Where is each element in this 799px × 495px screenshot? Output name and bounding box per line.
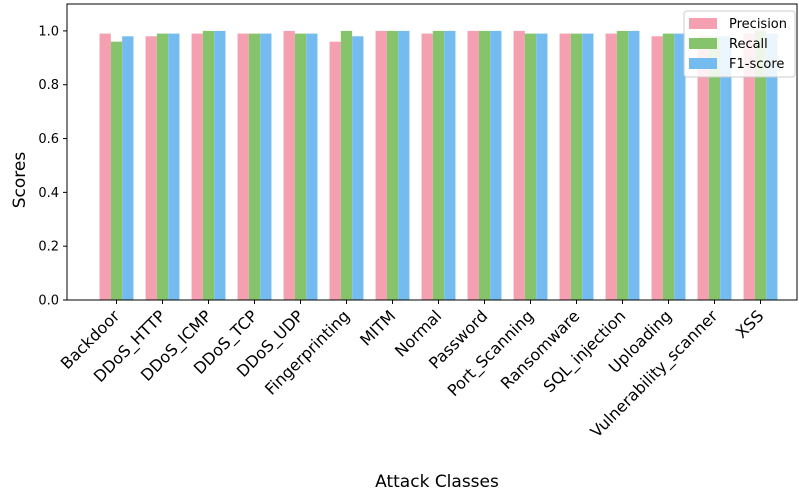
legend: Precision Recall F1-score	[684, 11, 795, 77]
bar-recall-ddos-udp	[295, 34, 306, 300]
bar-f1-score-port-scanning	[536, 34, 547, 300]
legend-label-precision: Precision	[729, 17, 787, 32]
y-tick-label: 0.4	[38, 186, 59, 201]
y-tick-labels: 0.0 0.2 0.4 0.6 0.8 1.0	[38, 24, 59, 308]
bar-precision-backdoor	[100, 34, 111, 300]
bar-f1-score-sql-injection	[628, 31, 639, 300]
bar-precision-ddos-udp	[284, 31, 295, 300]
bar-f1-score-normal	[444, 31, 455, 300]
bar-precision-ddos-icmp	[192, 34, 203, 300]
bars-layer	[100, 31, 778, 300]
legend-swatch-precision	[689, 18, 717, 29]
bar-precision-ddos-http	[146, 36, 157, 300]
bar-recall-ddos-icmp	[203, 31, 214, 300]
bar-recall-backdoor	[111, 42, 122, 300]
x-tick-label: XSS	[732, 306, 768, 342]
bar-recall-ddos-http	[157, 34, 168, 300]
legend-swatch-recall	[689, 38, 717, 49]
bar-precision-fingerprinting	[330, 42, 341, 300]
y-tick-label: 1.0	[38, 24, 59, 39]
bar-f1-score-ddos-icmp	[214, 31, 225, 300]
y-tick-label: 0.6	[38, 132, 59, 147]
bar-precision-password	[468, 31, 479, 300]
bar-recall-normal	[433, 31, 444, 300]
bar-precision-port-scanning	[514, 31, 525, 300]
bar-f1-score-backdoor	[122, 36, 133, 300]
bar-recall-fingerprinting	[341, 31, 352, 300]
bar-f1-score-ransomware	[582, 34, 593, 300]
bar-precision-normal	[422, 34, 433, 300]
legend-label-f1-score: F1-score	[729, 57, 784, 72]
y-tick-label: 0.2	[38, 240, 59, 255]
bar-recall-port-scanning	[525, 34, 536, 300]
bar-f1-score-ddos-tcp	[260, 34, 271, 300]
bar-recall-uploading	[663, 34, 674, 300]
bar-recall-mitm	[387, 31, 398, 300]
legend-swatch-f1-score	[689, 58, 717, 69]
bar-f1-score-mitm	[398, 31, 409, 300]
bar-f1-score-ddos-udp	[306, 34, 317, 300]
y-tick-label: 0.0	[38, 294, 59, 309]
bar-recall-ransomware	[571, 34, 582, 300]
x-tick-label: MITM	[356, 306, 399, 349]
bar-recall-password	[479, 31, 490, 300]
bar-f1-score-ddos-http	[168, 34, 179, 300]
y-tick-label: 0.8	[38, 78, 59, 93]
bar-precision-ddos-tcp	[238, 34, 249, 300]
bar-f1-score-password	[490, 31, 501, 300]
bar-precision-uploading	[652, 36, 663, 300]
bar-precision-ransomware	[560, 34, 571, 300]
x-axis-title: Attack Classes	[375, 472, 499, 492]
bar-recall-ddos-tcp	[249, 34, 260, 300]
bar-recall-sql-injection	[617, 31, 628, 300]
x-tick-labels: BackdoorDDoS_HTTPDDoS_ICMPDDoS_TCPDDoS_U…	[57, 306, 768, 442]
bar-precision-mitm	[376, 31, 387, 300]
y-axis-title: Scores	[10, 152, 30, 209]
bar-precision-sql-injection	[606, 34, 617, 300]
x-tick-label: Fingerprinting	[261, 306, 353, 398]
bar-f1-score-fingerprinting	[352, 36, 363, 300]
legend-label-recall: Recall	[729, 37, 768, 52]
